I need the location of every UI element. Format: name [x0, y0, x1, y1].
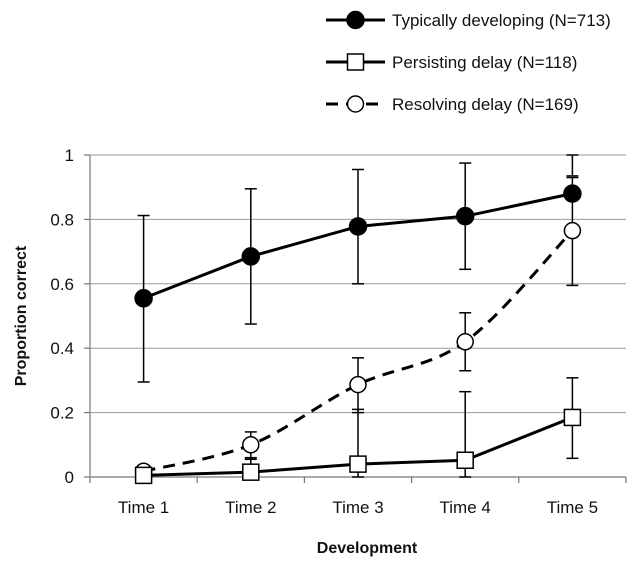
x-axis-title: Development: [317, 540, 418, 557]
data-point: [134, 289, 153, 308]
y-tick-label: 0: [65, 468, 74, 487]
legend-label: Resolving delay (N=169): [392, 95, 579, 114]
series-line: [143, 229, 574, 473]
legend: Typically developing (N=713) Persisting d…: [326, 10, 611, 114]
legend-entry: Persisting delay (N=118): [326, 53, 577, 72]
data-point: [242, 436, 260, 454]
x-tick-label: Time 1: [118, 498, 169, 517]
y-tick-label: 0.6: [50, 275, 74, 294]
data-point: [456, 451, 474, 470]
data-point: [563, 184, 582, 203]
data-point: [241, 247, 261, 266]
tick-labels: 0 0.2 0.4 0.6 0.8 1 Time 1 Time 2 Time 3 Time 4 Ti…: [50, 146, 598, 517]
x-tick-label: Time 3: [332, 498, 383, 517]
legend-label: Persisting delay (N=118): [392, 53, 577, 72]
y-tick-label: 0.2: [50, 404, 74, 423]
data-point: [349, 455, 367, 473]
data-point: [242, 463, 260, 481]
data-point: [563, 221, 582, 240]
legend-entry: Resolving delay (N=169): [326, 95, 579, 114]
axes: [84, 154, 627, 483]
y-tick-label: 0.4: [50, 339, 74, 358]
data-point: [456, 333, 474, 351]
y-axis-title: Proportion correct: [13, 245, 30, 386]
data-point: [134, 466, 153, 485]
y-tick-label: 1: [65, 146, 74, 165]
x-tick-label: Time 4: [440, 498, 491, 517]
legend-label: Typically developing (N=713): [392, 11, 611, 30]
data-point: [349, 375, 367, 394]
y-tick-label: 0.8: [50, 210, 74, 229]
error-bar: [566, 154, 579, 177]
data-point: [455, 206, 475, 226]
data-point: [348, 217, 368, 236]
series-1-points: [134, 184, 582, 308]
legend-marker: [346, 53, 365, 71]
series-2-points: [134, 408, 582, 485]
x-tick-label: Time 2: [225, 498, 276, 517]
data-point: [563, 408, 582, 427]
series: [134, 154, 582, 485]
legend-entry: Typically developing (N=713): [326, 10, 611, 30]
legend-marker: [346, 10, 365, 30]
legend-marker: [346, 95, 365, 113]
x-tick-label: Time 5: [547, 498, 598, 517]
